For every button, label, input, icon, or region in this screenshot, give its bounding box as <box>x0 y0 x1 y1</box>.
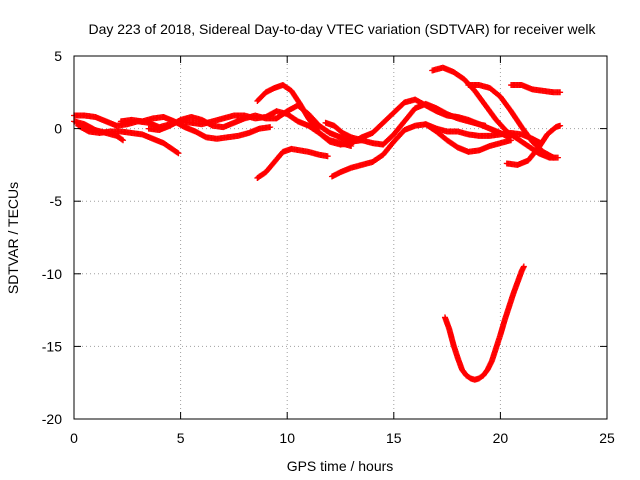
y-tick-label: -5 <box>50 193 63 209</box>
series-track-3 <box>75 122 182 157</box>
chart-title: Day 223 of 2018, Sidereal Day-to-day VTE… <box>88 21 596 37</box>
axis-ticks: 0 5 10 15 20 25 -20 -15 -10 -5 0 5 <box>42 48 615 446</box>
x-tick-label: 0 <box>70 430 78 446</box>
plot-frame <box>73 55 608 420</box>
data-point <box>118 136 125 143</box>
data-point <box>550 154 557 161</box>
series-track-14 <box>508 82 564 96</box>
data-point <box>482 122 489 129</box>
series-track-4 <box>117 113 274 142</box>
y-axis-label: SDTVAR / TECUs <box>5 182 21 294</box>
data-point <box>267 124 274 131</box>
data-point <box>508 137 515 144</box>
x-tick-label: 20 <box>493 430 509 446</box>
series-track-8 <box>328 121 515 180</box>
x-tick-label: 10 <box>279 430 295 446</box>
series-track-9 <box>322 100 489 148</box>
data-point <box>120 137 127 144</box>
data-point <box>520 263 527 270</box>
x-axis-label: GPS time / hours <box>287 458 394 474</box>
y-tick-label: 0 <box>54 121 62 137</box>
y-tick-label: -20 <box>42 411 62 427</box>
y-tick-label: -10 <box>42 266 62 282</box>
data-point <box>557 89 564 96</box>
series-track-6 <box>254 145 331 181</box>
x-tick-label: 15 <box>386 430 402 446</box>
data-point <box>557 122 564 129</box>
series-track-15 <box>441 263 527 383</box>
series-track-5 <box>145 102 365 145</box>
grid <box>74 56 607 419</box>
x-tick-label: 25 <box>599 430 615 446</box>
series-track-13 <box>503 122 564 168</box>
x-tick-label: 5 <box>177 430 185 446</box>
data-point <box>174 149 181 156</box>
y-tick-label: 5 <box>54 48 62 64</box>
data-series <box>71 64 564 383</box>
data-point <box>175 150 182 157</box>
y-tick-label: -15 <box>42 338 62 354</box>
data-point <box>324 153 331 160</box>
